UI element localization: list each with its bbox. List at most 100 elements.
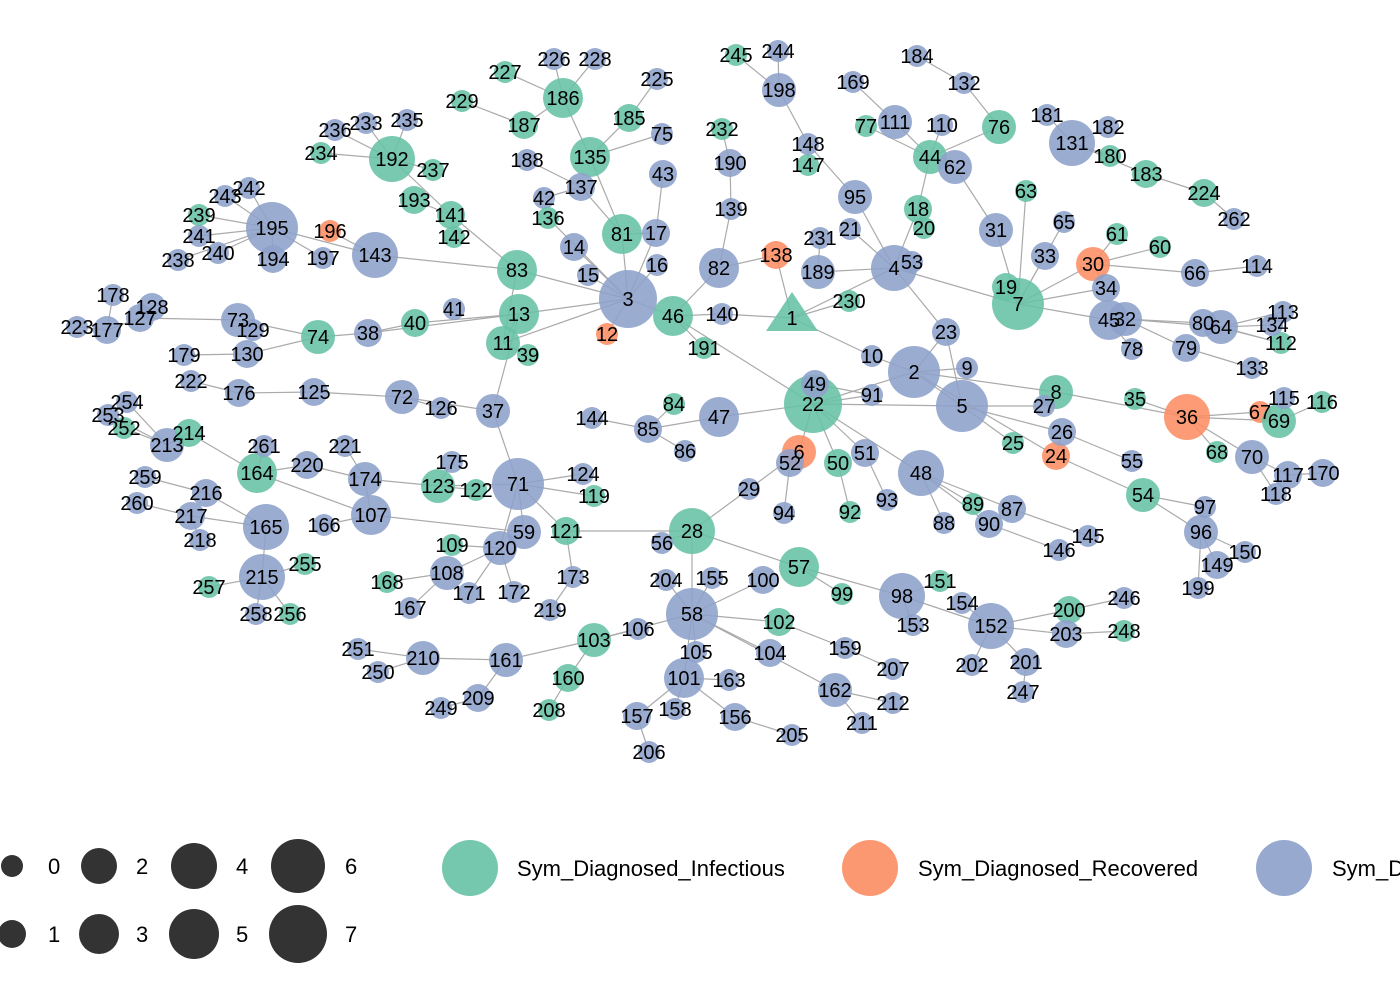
node-68: [1206, 441, 1228, 463]
node-label-235: 235: [390, 110, 423, 132]
node-label-252: 252: [107, 418, 140, 440]
node-171: [458, 582, 480, 604]
node-51: [851, 439, 879, 467]
node-label-154: 154: [945, 593, 978, 615]
node-225: [646, 68, 668, 90]
node-20: [913, 217, 935, 239]
node-121: [552, 517, 580, 545]
node-label-175: 175: [435, 452, 468, 474]
node-221: [334, 435, 356, 457]
node-label-155: 155: [695, 568, 728, 590]
node-244: [767, 40, 789, 62]
node-label-162: 162: [818, 680, 851, 702]
node-label-189: 189: [801, 262, 834, 284]
node-135: [570, 137, 610, 177]
node-38: [354, 319, 382, 347]
node-label-253: 253: [91, 405, 124, 427]
node-163: [718, 669, 740, 691]
node-75: [651, 123, 673, 145]
node-169: [842, 71, 864, 93]
node-label-47: 47: [708, 407, 730, 429]
node-label-197: 197: [306, 248, 339, 270]
node-label-255: 255: [288, 554, 321, 576]
node-185: [615, 104, 643, 132]
node-label-131: 131: [1055, 133, 1088, 155]
node-248: [1113, 620, 1135, 642]
node-212: [882, 692, 904, 714]
node-175: [441, 451, 463, 473]
node-label-75: 75: [651, 124, 673, 146]
node-label-190: 190: [713, 153, 746, 175]
edge-13-38: [367, 313, 520, 334]
node-240: [207, 242, 229, 264]
node-label-172: 172: [497, 582, 530, 604]
node-120: [483, 531, 517, 565]
node-217: [177, 502, 205, 530]
node-label-184: 184: [900, 46, 933, 68]
size-legend-marker-4: [171, 843, 217, 889]
node-label-151: 151: [923, 571, 956, 593]
node-54: [1126, 478, 1160, 512]
node-label-126: 126: [424, 398, 457, 420]
node-94: [773, 502, 795, 524]
node-170: [1309, 459, 1337, 487]
node-label-124: 124: [566, 464, 599, 486]
node-label-188: 188: [510, 150, 543, 172]
node-label-117: 117: [1272, 465, 1304, 487]
node-label-222: 222: [174, 371, 207, 393]
node-14: [560, 233, 588, 261]
node-90: [975, 510, 1003, 538]
node-label-66: 66: [1184, 263, 1206, 285]
node-label-202: 202: [955, 655, 988, 677]
node-label-27: 27: [1033, 396, 1055, 418]
size-legend-label-4: 4: [236, 854, 248, 879]
node-256: [279, 603, 301, 625]
node-181: [1036, 104, 1058, 126]
node-label-99: 99: [831, 584, 853, 606]
node-label-106: 106: [621, 619, 654, 641]
node-21: [839, 218, 861, 240]
node-label-82: 82: [708, 258, 730, 280]
node-238: [167, 249, 189, 271]
node-label-241: 241: [182, 226, 215, 248]
node-label-45: 45: [1098, 310, 1120, 332]
node-63: [1015, 180, 1037, 202]
size-legend-marker-3: [79, 914, 119, 954]
node-254: [116, 391, 138, 413]
node-150: [1234, 541, 1256, 563]
node-label-6: 6: [793, 442, 804, 464]
node-label-86: 86: [674, 441, 696, 463]
node-label-55: 55: [1121, 451, 1143, 473]
node-label-206: 206: [632, 742, 665, 764]
node-252: [113, 417, 135, 439]
node-label-195: 195: [255, 218, 288, 240]
node-26: [1048, 418, 1076, 446]
node-139: [720, 198, 742, 220]
node-label-53: 53: [901, 252, 923, 274]
node-label-164: 164: [240, 463, 273, 485]
node-label-54: 54: [1132, 485, 1154, 507]
node-label-78: 78: [1121, 339, 1143, 361]
node-label-57: 57: [788, 557, 810, 579]
node-label-146: 146: [1042, 540, 1075, 562]
node-130: [233, 340, 261, 368]
node-label-204: 204: [649, 570, 682, 592]
node-116: [1311, 391, 1333, 413]
node-label-239: 239: [182, 205, 215, 227]
node-122: [465, 479, 487, 501]
node-label-249: 249: [424, 698, 457, 720]
node-10: [861, 345, 883, 367]
node-label-71: 71: [507, 474, 529, 496]
legend-label-other: Sym_D: [1332, 856, 1400, 881]
node-label-113: 113: [1267, 302, 1299, 324]
node-label-159: 159: [828, 638, 861, 660]
node-label-216: 216: [189, 483, 222, 505]
node-13: [499, 294, 539, 334]
node-220: [293, 451, 321, 479]
node-label-147: 147: [791, 155, 824, 177]
node-label-2: 2: [908, 362, 919, 384]
node-label-142: 142: [437, 227, 470, 249]
node-label-262: 262: [1217, 209, 1250, 231]
node-158: [664, 698, 686, 720]
node-31: [979, 213, 1013, 247]
